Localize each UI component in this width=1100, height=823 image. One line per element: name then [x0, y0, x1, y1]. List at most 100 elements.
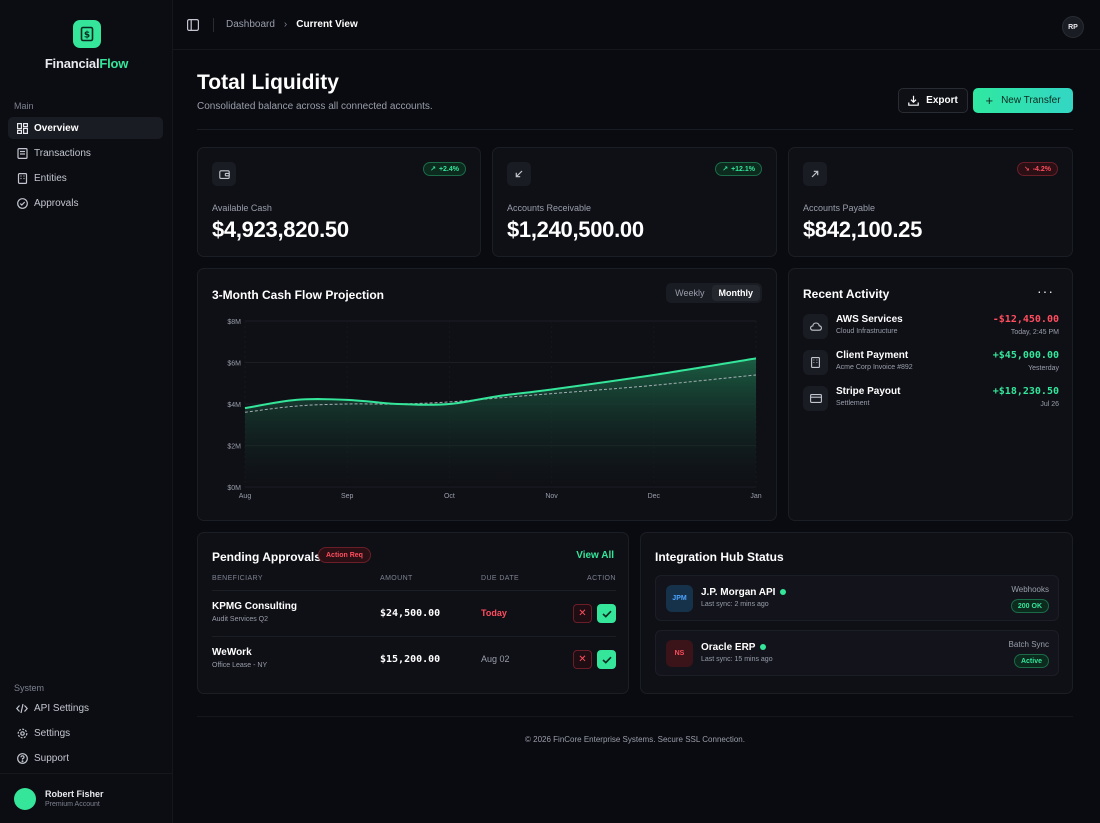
trend-value: +12.1% — [731, 165, 755, 173]
activity-amount: -$12,450.00 — [992, 314, 1059, 325]
status-badge: Action Req — [318, 547, 371, 563]
breadcrumb-dashboard[interactable]: Dashboard — [226, 19, 275, 30]
activity-name: AWS Services — [836, 314, 903, 325]
brand-name-part2: Flow — [99, 56, 129, 71]
user-profile[interactable]: Robert Fisher Premium Account — [0, 773, 173, 823]
y-tick-label: $6M — [227, 361, 241, 368]
sidebar-item-api-settings[interactable]: API Settings — [8, 697, 163, 719]
reject-button[interactable]: ✕ — [573, 604, 592, 623]
export-button[interactable]: Export — [898, 88, 968, 113]
brand-name: FinancialFlow — [0, 56, 173, 71]
main-nav: Overview Transactions Entities Approvals — [8, 117, 163, 217]
user-name: Robert Fisher — [45, 789, 104, 799]
integration-item[interactable]: NS Oracle ERP Last sync: 15 mins ago Bat… — [655, 630, 1059, 676]
series-area — [245, 358, 756, 487]
divider — [197, 129, 1073, 130]
more-options-icon[interactable]: ··· — [1037, 283, 1054, 299]
page-title: Total Liquidity — [197, 71, 339, 94]
export-label: Export — [926, 95, 958, 106]
divider — [212, 590, 616, 591]
activity-name: Client Payment — [836, 350, 909, 361]
stat-value: $842,100.25 — [803, 217, 923, 242]
last-sync: Last sync: 2 mins ago — [701, 601, 769, 608]
stat-label: Accounts Payable — [803, 203, 876, 213]
cash-flow-chart: $0M $2M $4M $6M $8M Aug Sep Oct Nov Dec Jan — [227, 319, 761, 500]
integration-name: Oracle ERP — [701, 642, 767, 653]
x-tick-label: Nov — [545, 493, 558, 500]
sidebar-item-entities[interactable]: Entities — [8, 167, 163, 189]
sidebar-item-label: Approvals — [34, 197, 79, 209]
activity-item[interactable]: Client Payment Acme Corp Invoice #892 +$… — [803, 348, 1059, 376]
brand[interactable]: $ FinancialFlow — [0, 20, 173, 71]
approve-button[interactable] — [597, 650, 616, 669]
trend-value: -4.2% — [1032, 165, 1051, 173]
page-subtitle: Consolidated balance across all connecte… — [197, 101, 433, 112]
integration-name-text: Oracle ERP — [701, 642, 756, 653]
activity-amount: +$45,000.00 — [992, 350, 1059, 361]
sidebar-item-support[interactable]: Support — [8, 747, 163, 769]
arrow-up-right-icon — [803, 162, 827, 186]
nav-heading-main: Main — [14, 101, 34, 111]
approve-button[interactable] — [597, 604, 616, 623]
sidebar-toggle-icon[interactable] — [187, 18, 199, 31]
column-header: DUE DATE — [481, 575, 520, 582]
dollar-document-icon: $ — [72, 20, 101, 48]
y-tick-label: $8M — [227, 319, 241, 326]
column-header: ACTION — [587, 575, 616, 582]
toggle-weekly[interactable]: Weekly — [675, 288, 705, 298]
integration-name: J.P. Morgan API — [701, 587, 787, 598]
activity-time: Yesterday — [1028, 365, 1059, 372]
x-tick-label: Oct — [444, 493, 455, 500]
plus-icon: + — [985, 93, 994, 108]
oracle-logo: NS — [666, 640, 693, 667]
sidebar-item-label: API Settings — [34, 702, 90, 714]
credit-card-icon — [803, 386, 828, 411]
stat-card-available-cash: ↗ +2.4% Available Cash $4,923,820.50 — [197, 147, 481, 257]
download-icon — [908, 95, 919, 106]
check-circle-icon — [16, 197, 28, 209]
activity-item[interactable]: AWS Services Cloud Infrastructure -$12,4… — [803, 312, 1059, 340]
integration-type: Batch Sync — [1008, 640, 1049, 649]
sidebar-item-transactions[interactable]: Transactions — [8, 142, 163, 164]
trend-badge: ↘ -4.2% — [1016, 162, 1058, 176]
approvals-title: Pending Approvals — [212, 550, 321, 564]
trend-value: +2.4% — [438, 165, 459, 173]
trend-down-icon: ↘ — [1023, 166, 1030, 173]
column-header: BENEFICIARY — [212, 575, 263, 582]
toggle-monthly[interactable]: Monthly — [711, 285, 760, 301]
trend-badge: ↗ +2.4% — [423, 162, 466, 176]
approval-amount: $15,200.00 — [380, 654, 441, 665]
x-tick-label: Aug — [239, 493, 252, 500]
recent-activity-card: Recent Activity ··· AWS Services Cloud I… — [788, 268, 1073, 521]
divider — [212, 636, 616, 637]
system-nav: API Settings Settings Support — [8, 697, 163, 772]
view-all-link[interactable]: View All — [576, 550, 614, 561]
stat-card-accounts-receivable: ↗ +12.1% Accounts Receivable $1,240,500.0… — [492, 147, 777, 257]
beneficiary-name: KPMG Consulting — [212, 601, 297, 612]
check-icon — [601, 656, 612, 664]
reject-button[interactable]: ✕ — [573, 650, 592, 669]
receipt-icon — [16, 147, 28, 159]
integration-item[interactable]: JPM J.P. Morgan API Last sync: 2 mins ag… — [655, 575, 1059, 621]
sidebar-item-label: Settings — [34, 727, 71, 739]
column-header: AMOUNT — [380, 575, 413, 582]
integration-hub-card: Integration Hub Status JPM J.P. Morgan A… — [640, 532, 1073, 694]
stat-label: Accounts Receivable — [507, 203, 592, 213]
due-date: Today — [481, 608, 507, 618]
activity-time: Jul 26 — [1040, 401, 1059, 408]
sidebar-item-settings[interactable]: Settings — [8, 722, 163, 744]
chevron-right-icon: › — [283, 19, 288, 30]
activity-name: Stripe Payout — [836, 386, 901, 397]
activity-item[interactable]: Stripe Payout Settlement +$18,230.50 Jul… — [803, 384, 1059, 412]
divider — [213, 17, 214, 32]
sidebar-item-approvals[interactable]: Approvals — [8, 192, 163, 214]
user-avatar-button[interactable]: RP — [1062, 16, 1084, 38]
activity-title: Recent Activity — [803, 287, 890, 301]
integration-type: Webhooks — [1011, 585, 1049, 594]
new-transfer-button[interactable]: + New Transfer — [973, 88, 1073, 113]
check-icon — [601, 610, 612, 618]
period-toggle: Weekly Monthly — [666, 283, 762, 303]
help-icon — [16, 752, 28, 764]
status-badge: Active — [1013, 654, 1049, 668]
sidebar-item-overview[interactable]: Overview — [8, 117, 163, 139]
